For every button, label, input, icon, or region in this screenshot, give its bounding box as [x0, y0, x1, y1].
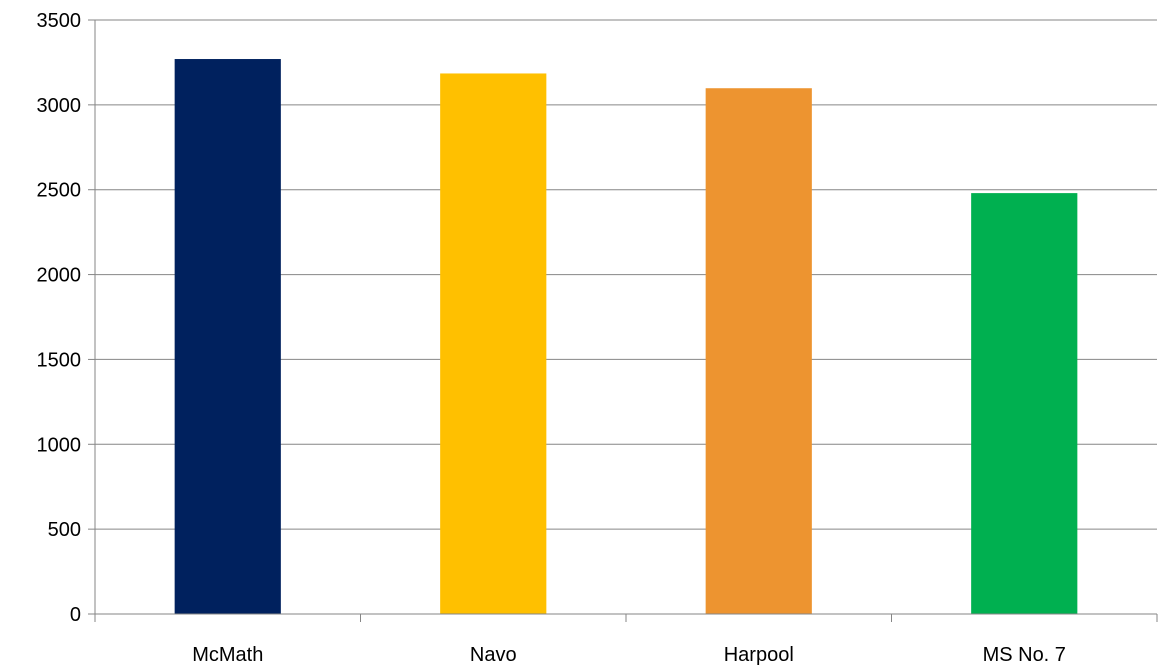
y-tick-label: 3000: [37, 95, 82, 117]
bar-harpool: [705, 88, 812, 614]
y-tick-label: 0: [70, 604, 81, 626]
bars: [174, 59, 1078, 614]
x-tick-label: MS No. 7: [983, 644, 1066, 666]
y-tick-label: 3500: [37, 10, 82, 32]
x-tick-label: Navo: [470, 644, 517, 666]
x-tick-label: Harpool: [724, 644, 794, 666]
bar-mcmath: [174, 59, 281, 614]
x-tick-label: McMath: [192, 644, 263, 666]
tick-labels: 0 500 1000 1500 2000 2500 3000 3500 McMath Navo Ha…: [37, 10, 1066, 666]
y-tick-label: 2000: [37, 265, 82, 287]
bar-ms-no-7: [971, 193, 1078, 614]
axes: [88, 19, 1158, 622]
y-tick-label: 1500: [37, 349, 82, 371]
y-tick-label: 2500: [37, 180, 82, 202]
y-tick-label: 500: [48, 519, 81, 541]
y-tick-label: 1000: [37, 434, 82, 456]
bar-navo: [440, 73, 547, 614]
